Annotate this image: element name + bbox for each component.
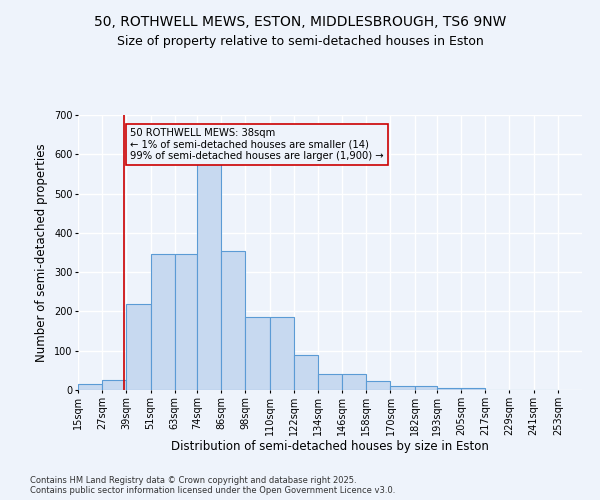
Bar [78, 384, 102, 390]
Bar [461, 388, 485, 390]
X-axis label: Distribution of semi-detached houses by size in Eston: Distribution of semi-detached houses by … [171, 440, 489, 454]
Text: Size of property relative to semi-detached houses in Eston: Size of property relative to semi-detach… [116, 35, 484, 48]
Bar [294, 354, 318, 390]
Bar [175, 254, 197, 390]
Text: 50 ROTHWELL MEWS: 38sqm
← 1% of semi-detached houses are smaller (14)
99% of sem: 50 ROTHWELL MEWS: 38sqm ← 1% of semi-det… [130, 128, 384, 161]
Bar [366, 382, 391, 390]
Bar [342, 374, 366, 390]
Bar [318, 374, 342, 390]
Y-axis label: Number of semi-detached properties: Number of semi-detached properties [35, 143, 49, 362]
Bar [269, 318, 294, 390]
Bar [221, 250, 245, 390]
Bar [415, 386, 437, 390]
Bar [102, 380, 127, 390]
Bar [197, 138, 221, 390]
Bar [151, 254, 175, 390]
Bar [127, 304, 151, 390]
Bar [437, 388, 461, 390]
Text: 50, ROTHWELL MEWS, ESTON, MIDDLESBROUGH, TS6 9NW: 50, ROTHWELL MEWS, ESTON, MIDDLESBROUGH,… [94, 15, 506, 29]
Bar [391, 386, 415, 390]
Bar [245, 318, 269, 390]
Text: Contains HM Land Registry data © Crown copyright and database right 2025.
Contai: Contains HM Land Registry data © Crown c… [30, 476, 395, 495]
